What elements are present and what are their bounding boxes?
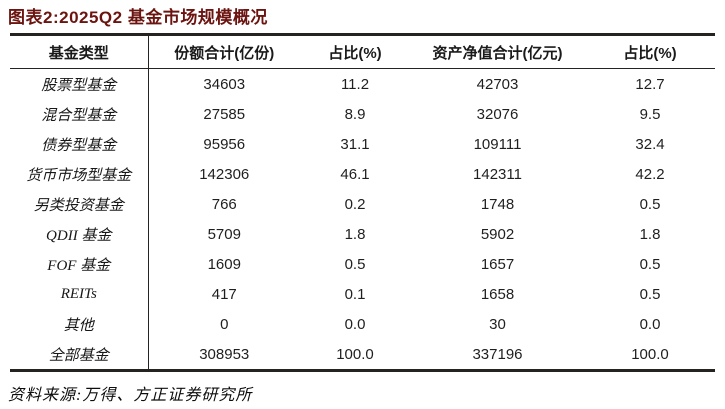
nav-cell: 142311	[473, 165, 522, 183]
shares-cell: 1609	[207, 255, 241, 273]
fund-type-cell: 混合型基金	[10, 99, 149, 129]
shares-cell: 27585	[203, 105, 246, 123]
fund-type-cell: QDII 基金	[10, 219, 149, 249]
table-row: 债券型基金 95956 31.1 109111 32.4	[10, 129, 715, 159]
nav-cell: 32076	[476, 105, 519, 123]
table-row: 其他 0 0.0 30 0.0	[10, 309, 715, 339]
shares-pct-cell: 11.2	[340, 75, 370, 93]
shares-cell: 34603	[203, 75, 246, 93]
fund-type-cell: 其他	[10, 309, 149, 339]
shares-pct-cell: 0.0	[344, 315, 366, 333]
shares-cell: 766	[211, 195, 237, 213]
fund-type-cell: REITs	[10, 279, 149, 309]
nav-cell: 5902	[480, 225, 515, 243]
nav-cell: 30	[489, 315, 506, 333]
col-header-nav-total: 资产净值合计(亿元)	[410, 34, 585, 69]
fund-type-cell: 债券型基金	[10, 129, 149, 159]
col-header-fund-type: 基金类型	[10, 34, 149, 69]
shares-pct-cell: 31.1	[340, 135, 370, 153]
table-row: 货币市场型基金 142306 46.1 142311 42.2	[10, 159, 715, 189]
fund-type-cell: 另类投资基金	[10, 189, 149, 219]
figure-title: 图表2:2025Q2 基金市场规模概况	[8, 8, 268, 27]
shares-pct-cell: 100.0	[336, 345, 374, 363]
table-row: FOF 基金 1609 0.5 1657 0.5	[10, 249, 715, 279]
col-header-shares-pct: 占比(%)	[300, 34, 410, 69]
nav-cell: 1657	[480, 255, 515, 273]
nav-pct-cell: 0.0	[639, 315, 661, 333]
nav-cell: 337196	[472, 345, 523, 363]
shares-cell: 5709	[207, 225, 241, 243]
nav-cell: 1748	[480, 195, 515, 213]
table-row: REITs 417 0.1 1658 0.5	[10, 279, 715, 309]
table-row-total: 全部基金 308953 100.0 337196 100.0	[10, 339, 715, 371]
fund-type-cell: 全部基金	[10, 339, 149, 371]
col-header-shares-total: 份额合计(亿份)	[148, 34, 300, 69]
nav-pct-cell: 1.8	[639, 225, 661, 243]
shares-pct-cell: 8.9	[344, 105, 366, 123]
col-header-nav-pct: 占比(%)	[585, 34, 715, 69]
shares-pct-cell: 0.5	[344, 255, 366, 273]
nav-pct-cell: 0.5	[639, 285, 661, 303]
nav-pct-cell: 32.4	[635, 135, 665, 153]
fund-market-table: 基金类型 份额合计(亿份) 占比(%) 资产净值合计(亿元) 占比(%) 股票型…	[10, 33, 715, 372]
shares-pct-cell: 1.8	[344, 225, 366, 243]
shares-cell: 0	[220, 315, 229, 333]
table-row: 另类投资基金 766 0.2 1748 0.5	[10, 189, 715, 219]
table-row: QDII 基金 5709 1.8 5902 1.8	[10, 219, 715, 249]
shares-cell: 142306	[199, 165, 250, 183]
table-row: 股票型基金 34603 11.2 42703 12.7	[10, 68, 715, 99]
nav-pct-cell: 42.2	[635, 165, 665, 183]
nav-cell: 42703	[476, 75, 519, 93]
shares-pct-cell: 0.2	[344, 195, 366, 213]
shares-cell: 417	[211, 285, 237, 303]
shares-pct-cell: 0.1	[344, 285, 366, 303]
fund-type-cell: 货币市场型基金	[10, 159, 149, 189]
table-header-row: 基金类型 份额合计(亿份) 占比(%) 资产净值合计(亿元) 占比(%)	[10, 34, 715, 69]
nav-cell: 109111	[473, 135, 522, 153]
shares-cell: 95956	[203, 135, 246, 153]
fund-type-cell: FOF 基金	[10, 249, 149, 279]
nav-pct-cell: 0.5	[639, 255, 661, 273]
source-note: 资料来源:万得、方正证券研究所	[8, 387, 253, 404]
nav-pct-cell: 0.5	[639, 195, 661, 213]
table-row: 混合型基金 27585 8.9 32076 9.5	[10, 99, 715, 129]
nav-pct-cell: 9.5	[639, 105, 661, 123]
report-figure: 图表2:2025Q2 基金市场规模概况 基金类型 份额合计(亿份) 占比(%) …	[0, 7, 725, 409]
nav-pct-cell: 100.0	[631, 345, 669, 363]
nav-cell: 1658	[480, 285, 515, 303]
fund-type-cell: 股票型基金	[10, 68, 149, 99]
nav-pct-cell: 12.7	[635, 75, 665, 93]
shares-pct-cell: 46.1	[340, 165, 370, 183]
shares-cell: 308953	[199, 345, 250, 363]
